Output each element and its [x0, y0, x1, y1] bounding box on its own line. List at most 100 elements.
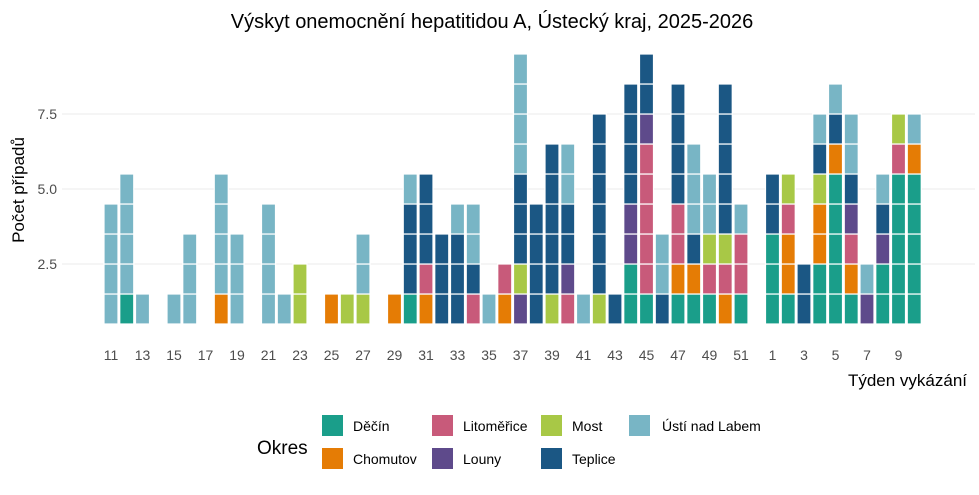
- case-tile: [638, 143, 655, 175]
- case-tile: [560, 233, 576, 265]
- case-tile: [733, 233, 749, 265]
- case-tile: [638, 293, 655, 325]
- case-tile: [213, 173, 229, 205]
- case-tile: [812, 113, 828, 145]
- legend-label: Most: [572, 418, 602, 434]
- case-tile: [623, 173, 639, 205]
- case-tile: [434, 263, 450, 295]
- x-tick-label: 27: [355, 347, 371, 363]
- case-tile: [607, 293, 623, 325]
- case-tile: [528, 293, 544, 325]
- case-tile: [717, 293, 733, 325]
- x-tick-label: 3: [800, 347, 808, 363]
- case-tile: [623, 263, 639, 295]
- case-tile: [906, 143, 922, 175]
- case-tile: [402, 293, 418, 325]
- legend: Okres Děčín Chomutov Litoměřice Louny Most Te…: [257, 415, 761, 469]
- case-tile: [638, 203, 655, 235]
- case-tile: [512, 263, 529, 295]
- legend-label: Teplice: [572, 451, 616, 467]
- legend-key: [541, 448, 562, 469]
- case-tile: [638, 83, 655, 115]
- chart-title: Výskyt onemocnění hepatitidou A, Ústecký…: [231, 10, 754, 33]
- case-tile: [591, 293, 607, 325]
- case-tile: [859, 263, 875, 295]
- x-tick-label: 17: [198, 347, 214, 363]
- case-tile: [560, 203, 576, 235]
- legend-label: Louny: [463, 451, 501, 467]
- legend-key: [322, 448, 343, 469]
- x-tick-label: 37: [513, 347, 529, 363]
- y-tick-label: 7.5: [38, 106, 58, 122]
- case-tile: [591, 173, 607, 205]
- case-tile: [670, 113, 686, 145]
- case-tile: [119, 293, 135, 325]
- case-tile: [670, 173, 686, 205]
- case-tile: [591, 263, 607, 295]
- case-tile: [560, 293, 576, 325]
- case-tile: [103, 293, 119, 325]
- x-tick-label: 23: [292, 347, 308, 363]
- case-tile: [544, 263, 560, 295]
- x-tick-label: 35: [481, 347, 497, 363]
- case-tile: [764, 233, 781, 265]
- case-tile: [827, 83, 844, 115]
- case-tile: [402, 263, 418, 295]
- case-tile: [827, 113, 844, 145]
- x-tick-labels: 11 13 15 17 19 21 23 25 27 29 31 33 35 37 39 41 43 45 47 49…: [104, 347, 903, 363]
- case-tile: [701, 293, 718, 325]
- case-tile: [890, 293, 907, 325]
- case-tile: [638, 53, 655, 85]
- legend-label: Litoměřice: [463, 418, 528, 434]
- legend-key: [541, 415, 562, 436]
- case-tile: [843, 173, 859, 205]
- legend-label: Děčín: [353, 418, 390, 434]
- case-tile: [827, 143, 844, 175]
- case-tile: [434, 233, 450, 265]
- case-tile: [528, 203, 544, 235]
- case-tile: [339, 293, 355, 325]
- legend-key: [322, 415, 343, 436]
- case-tile: [906, 173, 922, 205]
- case-tile: [544, 293, 560, 325]
- case-tile: [686, 173, 702, 205]
- case-tile: [182, 233, 198, 265]
- case-tile: [764, 293, 781, 325]
- case-tile: [906, 113, 922, 145]
- case-tile: [827, 263, 844, 295]
- case-tile: [717, 173, 733, 205]
- case-tile: [260, 293, 277, 325]
- case-tile: [843, 113, 859, 145]
- case-tile: [103, 203, 119, 235]
- case-tile: [623, 113, 639, 145]
- case-tile: [623, 143, 639, 175]
- x-tick-label: 31: [418, 347, 434, 363]
- case-tile: [465, 233, 481, 265]
- case-tile: [260, 263, 277, 295]
- case-tile: [717, 233, 733, 265]
- case-tile: [686, 293, 702, 325]
- case-tile: [623, 83, 639, 115]
- case-tile: [906, 203, 922, 235]
- x-tick-label: 29: [387, 347, 403, 363]
- case-tile: [780, 263, 796, 295]
- case-tile: [812, 143, 828, 175]
- case-tile: [701, 173, 718, 205]
- case-tile: [701, 203, 718, 235]
- case-tile: [292, 293, 308, 325]
- case-tile: [890, 203, 907, 235]
- case-tile: [512, 293, 529, 325]
- case-tile: [213, 203, 229, 235]
- case-tile: [182, 293, 198, 325]
- case-tile: [890, 173, 907, 205]
- case-tile: [843, 263, 859, 295]
- x-tick-label: 7: [863, 347, 871, 363]
- case-tile: [701, 263, 718, 295]
- case-tile: [796, 293, 812, 325]
- case-tile: [591, 233, 607, 265]
- case-tile: [119, 173, 135, 205]
- case-tile: [276, 293, 292, 325]
- case-tile: [812, 173, 828, 205]
- x-tick-label: 1: [769, 347, 777, 363]
- case-tile: [512, 143, 529, 175]
